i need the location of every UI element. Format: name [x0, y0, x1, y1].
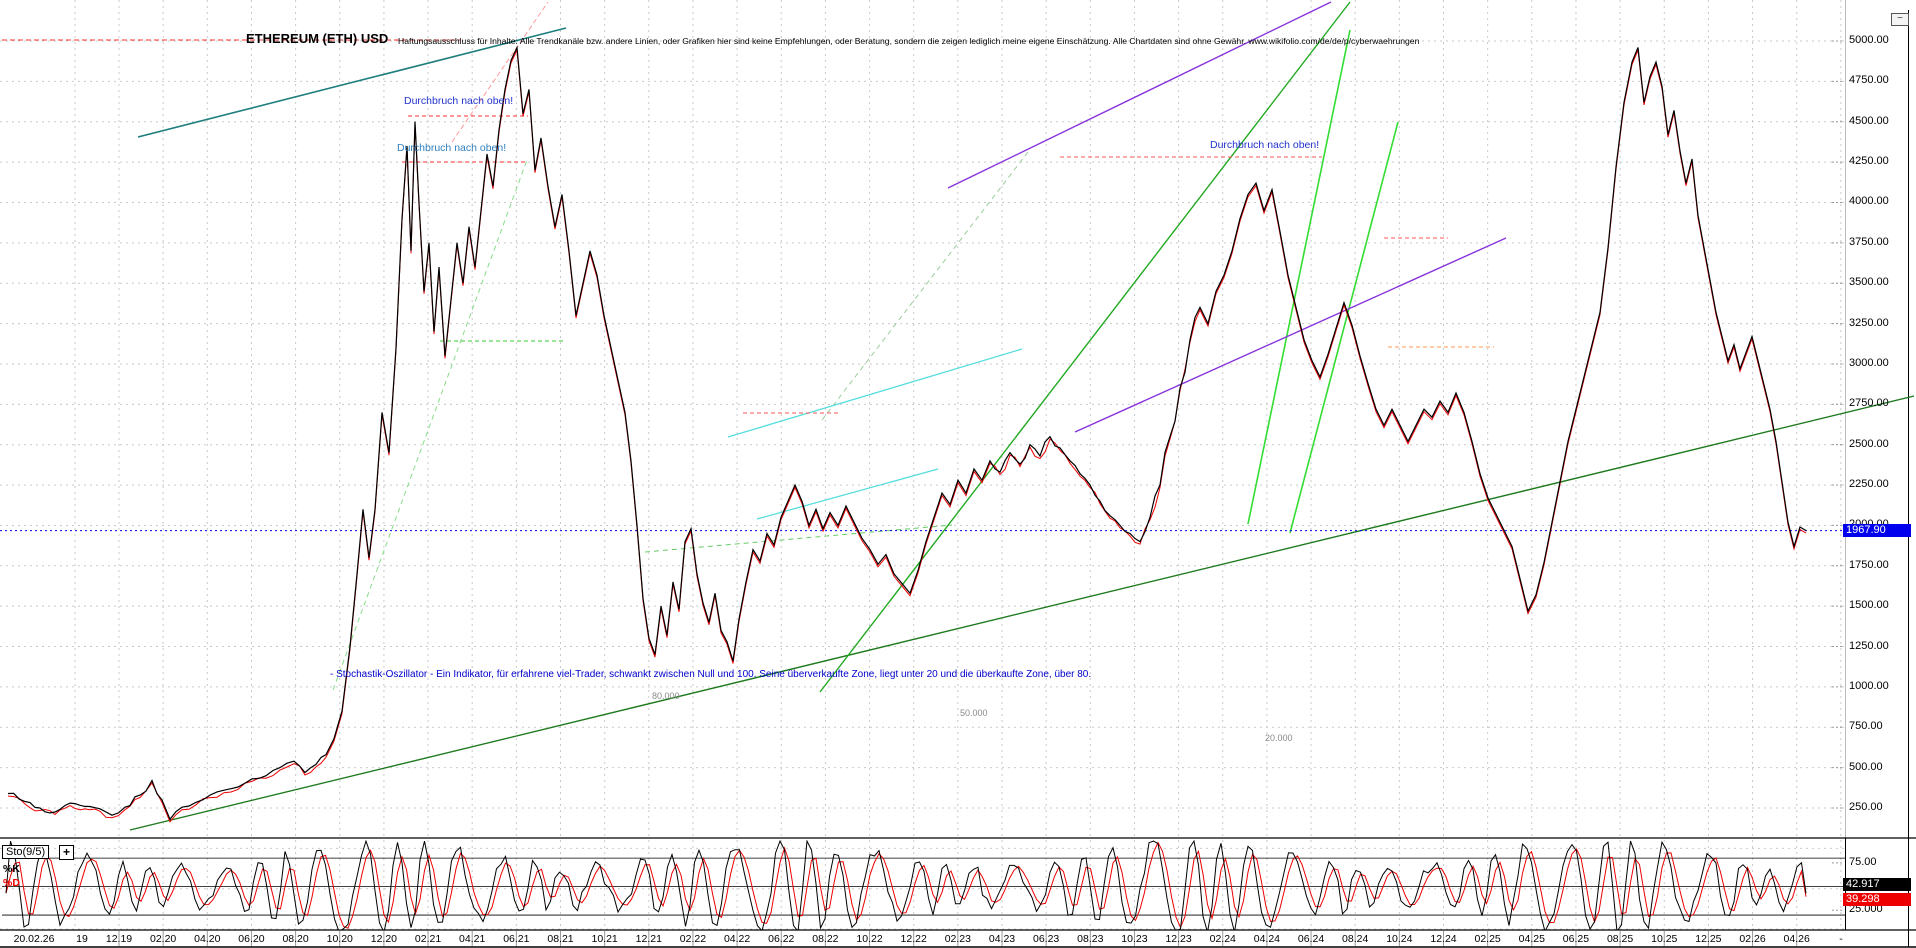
x-axis-label: 04.25: [1518, 933, 1545, 945]
x-axis-label: 10.25: [1651, 933, 1678, 945]
sto-k-value-badge: 42.917: [1843, 878, 1911, 891]
y-axis-label: 4750.00: [1849, 74, 1889, 87]
trend-line: [1247, 29, 1351, 525]
x-axis-label: 04.20: [194, 933, 221, 945]
x-axis-label: 06.21: [503, 933, 530, 945]
x-axis-label: 12.19: [105, 933, 133, 945]
sto-k-line: [5, 840, 1807, 930]
trend-line: [1074, 237, 1507, 433]
sto-level-label: 20.000: [1265, 733, 1293, 743]
y-axis-label: 3000.00: [1849, 356, 1889, 369]
y-axis-label: 5000.00: [1849, 34, 1889, 46]
x-axis-label: 02.24: [1209, 933, 1236, 945]
trend-line: [451, 1, 549, 143]
x-axis-label: 12.25: [1695, 933, 1722, 945]
y-axis-label: 1500.00: [1849, 599, 1889, 612]
add-indicator-icon[interactable]: +: [59, 845, 74, 860]
x-axis-label: 10.21: [591, 933, 618, 945]
trend-line: [756, 468, 939, 520]
x-axis-label: 02.20: [150, 933, 177, 945]
x-axis-label: 06.23: [1033, 933, 1060, 945]
stochastic-indicator-button[interactable]: Sto(9/5): [2, 845, 50, 859]
x-axis-label: 04.22: [723, 933, 751, 945]
trend-line: [947, 1, 1332, 189]
x-axis-label: 20.02.26: [13, 933, 55, 945]
x-axis-label: 08.21: [547, 933, 574, 945]
x-axis-label: 10.24: [1386, 933, 1413, 945]
sto-d-value-badge: 39.298: [1843, 893, 1911, 906]
trend-line: [129, 395, 1915, 831]
breakout-annotation: Durchbruch nach oben!: [404, 95, 514, 107]
x-axis-label: 02.26: [1739, 933, 1766, 945]
price-line-red: [7, 48, 1807, 823]
x-axis-label: -: [1839, 933, 1843, 945]
sto-scale-lo-label: 25.000: [1849, 903, 1883, 916]
trend-line: [1289, 121, 1399, 534]
x-axis-label: 08.24: [1342, 933, 1369, 945]
trend-line: [644, 524, 953, 553]
y-axis-label: 4500.00: [1849, 114, 1889, 127]
y-axis-label: 4000.00: [1849, 195, 1889, 208]
x-axis-label: 08.23: [1077, 933, 1104, 945]
y-axis-label: 1250.00: [1849, 639, 1889, 652]
x-axis-label: 12.20: [370, 933, 398, 945]
x-axis-label: 10.20: [326, 933, 353, 945]
x-axis-label: 10.23: [1121, 933, 1148, 945]
sto-level-label: 80.000: [652, 691, 680, 701]
trend-line: [137, 27, 567, 138]
disclaimer-text: Haftungsausschluss für Inhalte: Alle Tre…: [398, 36, 1420, 46]
x-axis-label: 08.22: [812, 933, 839, 945]
x-axis-label: 02.23: [944, 933, 971, 945]
x-axis-label: 04.24: [1253, 933, 1281, 945]
x-axis-label: 02.21: [414, 933, 442, 945]
y-axis-label: 3250.00: [1849, 316, 1889, 329]
page-title: ETHEREUM (ETH) USD: [246, 31, 389, 46]
x-axis-label: 12.23: [1165, 933, 1192, 945]
y-axis-label: 750.00: [1849, 720, 1883, 733]
y-axis-label: 1000.00: [1849, 679, 1889, 692]
y-axis-label: 2500.00: [1849, 437, 1889, 450]
sto-level-label: 50.000: [960, 708, 988, 718]
sto-scale-hi-label: 75.00: [1849, 855, 1877, 868]
x-axis-label: 06.22: [768, 933, 795, 945]
x-axis-label: 02.25: [1474, 933, 1501, 945]
x-axis-label: 10.22: [856, 933, 883, 945]
x-axis-label: 04.26: [1783, 933, 1810, 945]
x-axis-label: 12.22: [900, 933, 927, 945]
sto-d-label: %D: [3, 877, 20, 889]
x-axis-label: 06.25: [1562, 933, 1590, 945]
y-axis-label: 4250.00: [1849, 155, 1889, 168]
y-axis-label: 1750.00: [1849, 558, 1889, 571]
y-axis-label: 2750.00: [1849, 397, 1889, 410]
price-line-black: [7, 45, 1807, 821]
sto-d-line: [5, 841, 1807, 929]
breakout-annotation: Durchbruch nach oben!: [397, 142, 507, 154]
x-axis-label: 02.22: [679, 933, 707, 945]
y-axis-label: 250.00: [1849, 800, 1883, 813]
trend-line: [727, 348, 1023, 438]
stochastic-description: - Stochastik-Oszillator - Ein Indikator,…: [330, 669, 1092, 680]
trend-line: [819, 1, 1351, 693]
x-axis-label: 06.20: [238, 933, 265, 945]
x-axis-label: 08.25: [1606, 933, 1634, 945]
x-axis-label: 12.21: [635, 933, 662, 945]
y-axis-label: 2250.00: [1849, 478, 1889, 491]
trend-line: [332, 159, 528, 691]
x-axis-label: 04.21: [459, 933, 486, 945]
x-axis-label: 08.20: [282, 933, 309, 945]
collapse-axis-icon[interactable]: −: [1891, 13, 1909, 26]
y-axis-label: 500.00: [1849, 760, 1883, 773]
x-axis-label: 06.24: [1297, 933, 1325, 945]
current-price-badge: 1967.90: [1843, 523, 1911, 537]
x-axis-label: 12.24: [1430, 933, 1457, 945]
y-axis-label: 3500.00: [1849, 276, 1889, 289]
y-axis-label: 3750.00: [1849, 235, 1889, 248]
x-axis-label: 04.23: [988, 933, 1016, 945]
trend-line: [821, 151, 1029, 421]
breakout-annotation: Durchbruch nach oben!: [1210, 139, 1320, 151]
sto-k-label: %K: [3, 863, 20, 875]
x-axis-label: 19: [76, 933, 88, 945]
